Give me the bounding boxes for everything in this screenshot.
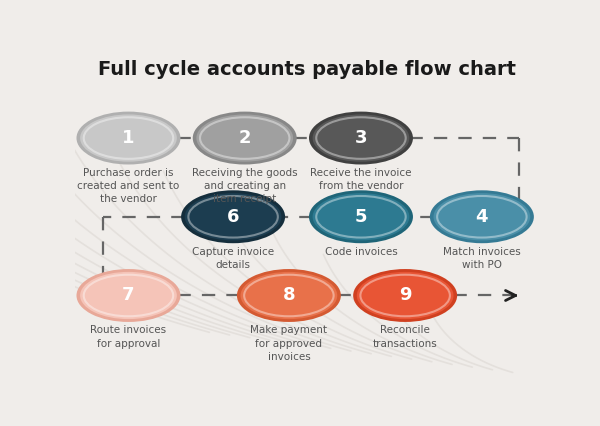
Ellipse shape xyxy=(185,193,281,240)
Ellipse shape xyxy=(241,272,337,319)
Text: 9: 9 xyxy=(399,287,412,305)
Text: Receive the invoice
from the vendor: Receive the invoice from the vendor xyxy=(310,168,412,191)
Ellipse shape xyxy=(313,115,409,161)
Text: 3: 3 xyxy=(355,129,367,147)
Text: 7: 7 xyxy=(122,287,135,305)
Text: 1: 1 xyxy=(122,129,135,147)
Ellipse shape xyxy=(434,193,530,240)
Text: Code invoices: Code invoices xyxy=(325,247,397,256)
Text: Make payment
for approved
invoices: Make payment for approved invoices xyxy=(250,325,328,362)
Ellipse shape xyxy=(237,269,341,322)
Ellipse shape xyxy=(76,112,181,164)
Text: 8: 8 xyxy=(283,287,295,305)
Text: Purchase order is
created and sent to
the vendor: Purchase order is created and sent to th… xyxy=(77,168,179,204)
Ellipse shape xyxy=(309,112,413,164)
Text: Route invoices
for approval: Route invoices for approval xyxy=(91,325,167,348)
Text: 4: 4 xyxy=(476,208,488,226)
Ellipse shape xyxy=(193,112,297,164)
Text: 2: 2 xyxy=(238,129,251,147)
Ellipse shape xyxy=(80,272,177,319)
Text: Full cycle accounts payable flow chart: Full cycle accounts payable flow chart xyxy=(98,60,517,79)
Ellipse shape xyxy=(76,269,181,322)
Ellipse shape xyxy=(80,115,177,161)
Ellipse shape xyxy=(181,190,285,243)
Text: 5: 5 xyxy=(355,208,367,226)
Text: Reconcile
transactions: Reconcile transactions xyxy=(373,325,437,348)
Text: Match invoices
with PO: Match invoices with PO xyxy=(443,247,521,270)
Ellipse shape xyxy=(196,115,293,161)
Text: Capture invoice
details: Capture invoice details xyxy=(192,247,274,270)
Ellipse shape xyxy=(313,193,409,240)
Text: Receiving the goods
and creating an
item receipt: Receiving the goods and creating an item… xyxy=(192,168,298,204)
Ellipse shape xyxy=(430,190,534,243)
Ellipse shape xyxy=(353,269,457,322)
Ellipse shape xyxy=(309,190,413,243)
Ellipse shape xyxy=(357,272,454,319)
Text: 6: 6 xyxy=(227,208,239,226)
